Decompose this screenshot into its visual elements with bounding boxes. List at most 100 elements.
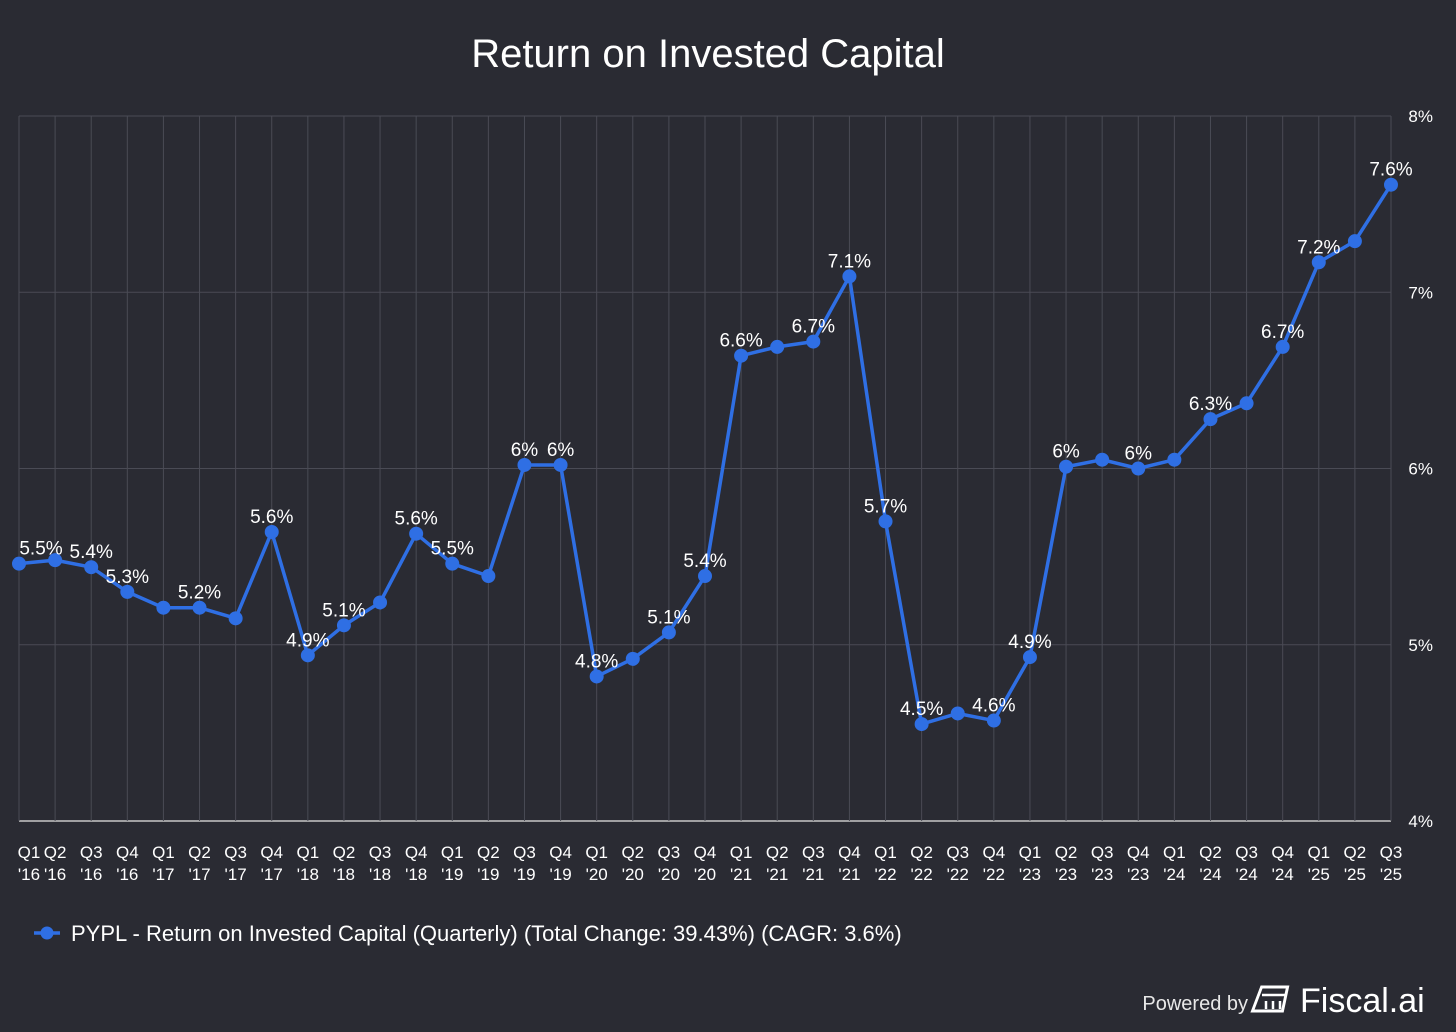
grid <box>18 115 1392 822</box>
data-label: 4.5% <box>900 699 943 720</box>
data-point[interactable] <box>842 269 857 284</box>
x-tick-label-year: '22 <box>874 865 896 884</box>
data-point[interactable] <box>445 556 460 571</box>
x-tick-label-year: '20 <box>622 865 644 884</box>
data-point[interactable] <box>589 669 604 684</box>
x-tick-label-year: '18 <box>333 865 355 884</box>
x-tick-label-quarter: Q4 <box>694 843 717 862</box>
legend[interactable]: PYPL - Return on Invested Capital (Quart… <box>34 921 902 946</box>
data-point[interactable] <box>517 457 532 472</box>
data-point[interactable] <box>336 618 351 633</box>
data-point[interactable] <box>1347 234 1362 249</box>
x-tick-label-quarter: Q4 <box>1271 843 1294 862</box>
data-point[interactable] <box>950 706 965 721</box>
data-point[interactable] <box>914 717 929 732</box>
x-tick-label-quarter: Q2 <box>1344 843 1367 862</box>
data-point[interactable] <box>1275 339 1290 354</box>
data-point[interactable] <box>661 625 676 640</box>
x-tick-label-year: '20 <box>694 865 716 884</box>
data-point[interactable] <box>192 600 207 615</box>
x-tick-label-year: '19 <box>477 865 499 884</box>
x-tick-label-quarter: Q1 <box>18 843 41 862</box>
data-point[interactable] <box>734 348 749 363</box>
x-tick-label-quarter: Q4 <box>549 843 572 862</box>
data-point[interactable] <box>481 569 496 584</box>
x-tick-label-quarter: Q3 <box>1091 843 1114 862</box>
data-point[interactable] <box>806 334 821 349</box>
data-point[interactable] <box>698 569 712 584</box>
data-point[interactable] <box>1059 459 1074 474</box>
x-tick-label-quarter: Q4 <box>260 843 283 862</box>
data-label: 5.5% <box>19 539 62 560</box>
x-tick-label-year: '22 <box>983 865 1005 884</box>
data-label: 6.7% <box>792 317 835 338</box>
data-point[interactable] <box>228 611 243 626</box>
data-point[interactable] <box>120 584 135 599</box>
data-point[interactable] <box>1022 650 1037 665</box>
x-tick-label-quarter: Q2 <box>44 843 67 862</box>
data-label: 5.1% <box>322 600 365 621</box>
data-label: 5.6% <box>395 509 438 530</box>
data-label: 4.9% <box>1008 632 1051 653</box>
data-point[interactable] <box>12 556 26 571</box>
data-label: 5.4% <box>683 551 726 572</box>
x-tick-label-year: '23 <box>1055 865 1077 884</box>
x-tick-label-year: '17 <box>152 865 174 884</box>
x-tick-label-year: '16 <box>44 865 66 884</box>
data-point[interactable] <box>1384 177 1398 192</box>
x-tick-label-quarter: Q1 <box>296 843 319 862</box>
x-tick-label-year: '20 <box>658 865 680 884</box>
x-tick-label-year: '17 <box>225 865 247 884</box>
data-point[interactable] <box>625 651 640 666</box>
x-tick-label-year: '21 <box>766 865 788 884</box>
data-point[interactable] <box>409 526 424 541</box>
data-label: 5.5% <box>431 539 474 560</box>
y-axis: 8% 7% 6% 5% 4% <box>1408 107 1433 831</box>
x-tick-label-quarter: Q1 <box>152 843 175 862</box>
data-point[interactable] <box>1239 396 1254 411</box>
x-tick-label-quarter: Q3 <box>80 843 103 862</box>
x-tick-label-year: '18 <box>405 865 427 884</box>
data-point[interactable] <box>84 560 99 575</box>
x-tick-label-year: '19 <box>513 865 535 884</box>
powered-by-footer[interactable]: Powered by Fiscal.ai <box>1142 982 1424 1020</box>
legend-marker-icon <box>40 926 54 940</box>
data-point[interactable] <box>156 600 171 615</box>
data-point[interactable] <box>300 648 315 663</box>
x-tick-label-year: '24 <box>1163 865 1185 884</box>
x-tick-label-quarter: Q3 <box>369 843 392 862</box>
data-point[interactable] <box>986 713 1001 728</box>
y-tick-label: 8% <box>1408 107 1433 126</box>
data-label: 5.3% <box>106 567 149 588</box>
data-label: 6% <box>1052 442 1080 463</box>
data-label: 5.2% <box>178 583 221 604</box>
x-tick-label-quarter: Q2 <box>766 843 789 862</box>
x-tick-label-quarter: Q3 <box>224 843 247 862</box>
legend-label: PYPL - Return on Invested Capital (Quart… <box>71 921 902 946</box>
data-point[interactable] <box>770 339 785 354</box>
data-point[interactable] <box>48 553 63 568</box>
data-point[interactable] <box>1203 412 1218 427</box>
x-tick-label-year: '17 <box>261 865 283 884</box>
x-tick-label-quarter: Q2 <box>333 843 356 862</box>
data-label: 6% <box>547 440 575 461</box>
data-label: 5.1% <box>647 607 690 628</box>
x-tick-label-quarter: Q3 <box>946 843 969 862</box>
data-labels: 5.5% 5.4% 5.3% 5.2% 5.6% 4.9% 5.1% 5.6% 5.5% 6% 6%… <box>19 160 1412 720</box>
data-point[interactable] <box>553 457 568 472</box>
y-tick-label: 7% <box>1408 283 1433 302</box>
data-label: 7.2% <box>1297 237 1340 258</box>
data-point[interactable] <box>1131 461 1146 476</box>
series-layer <box>12 177 1398 732</box>
data-label: 4.6% <box>972 696 1015 717</box>
data-point[interactable] <box>264 524 279 539</box>
x-tick-label-quarter: Q4 <box>1127 843 1150 862</box>
data-point[interactable] <box>1095 452 1110 467</box>
data-point[interactable] <box>1311 255 1326 270</box>
data-point[interactable] <box>1167 452 1182 467</box>
x-tick-label-year: '16 <box>18 865 40 884</box>
data-point[interactable] <box>878 514 893 529</box>
x-tick-label-year: '25 <box>1380 865 1402 884</box>
data-label: 4.8% <box>575 651 618 672</box>
data-point[interactable] <box>373 595 388 610</box>
